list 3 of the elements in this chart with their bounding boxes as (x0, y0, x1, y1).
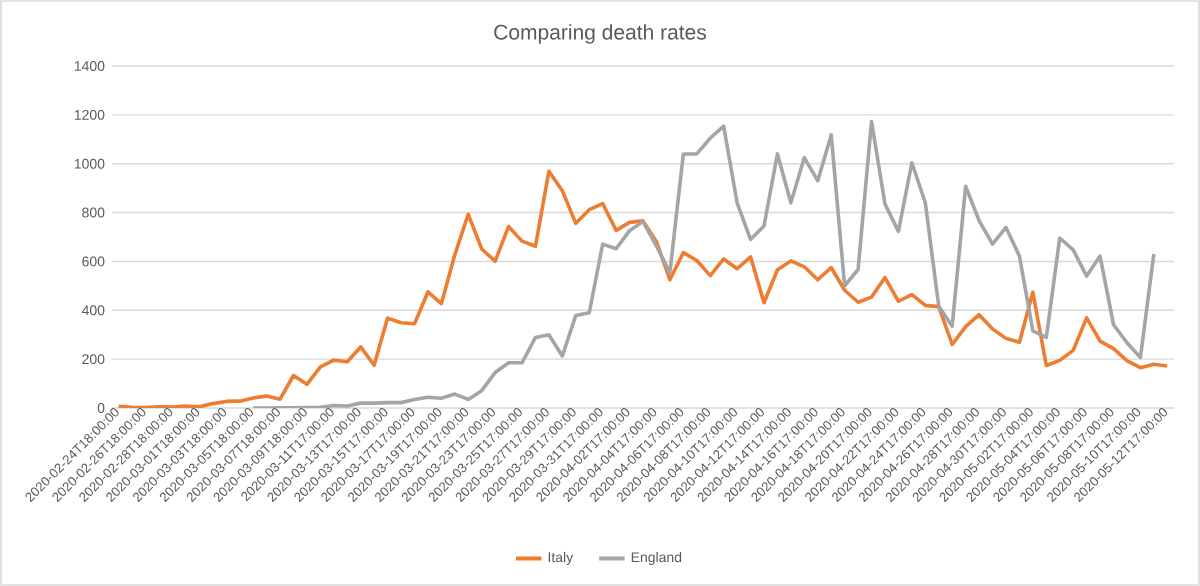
chart-title: Comparing death rates (494, 24, 707, 44)
line-series (251, 119, 1156, 408)
line-series (116, 169, 1170, 408)
